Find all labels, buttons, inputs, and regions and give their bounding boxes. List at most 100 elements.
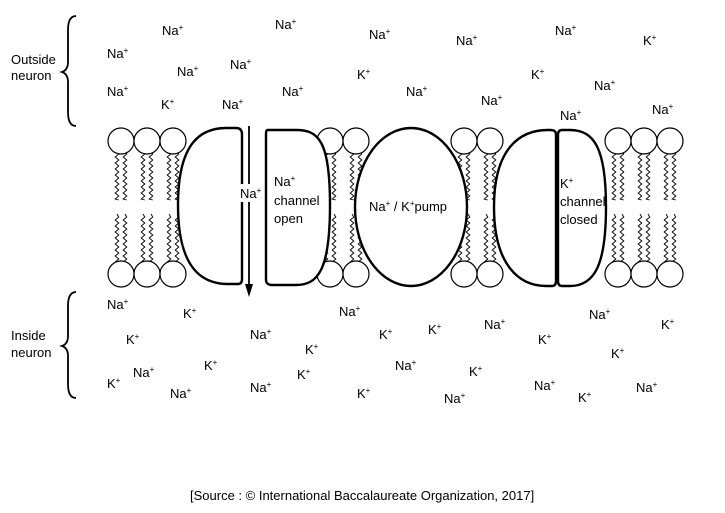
lipid-tail (663, 150, 669, 201)
potassium-ion-label: K+ (469, 364, 483, 379)
sodium-ion-label: Na+ (395, 358, 417, 373)
sodium-ion-label: Na+ (560, 108, 582, 123)
potassium-ion-label: K+ (578, 390, 592, 405)
k-channel-label: K+ (560, 176, 574, 191)
lipid-tail (611, 213, 617, 265)
lipid-tail (166, 213, 172, 265)
potassium-ion-label: K+ (297, 367, 311, 382)
potassium-ion-label: K+ (661, 317, 675, 332)
potassium-ion-label: K+ (643, 33, 657, 48)
inside-brace (59, 291, 77, 399)
lipid-tail (645, 213, 651, 265)
sodium-ion-label: Na+ (589, 307, 611, 322)
k-channel-right-protein (556, 128, 608, 288)
k-channel-label-line2: channel (560, 194, 606, 209)
inside-ions: Na+K+ Na+ Na+K+Na+K+K+Na+K+ K+K+ K+K+ Na+Na+ K… (107, 297, 675, 406)
sodium-ion-label: Na+ (406, 84, 428, 99)
sodium-ion-label: Na+ (555, 23, 577, 38)
arrow-label-backdrop (238, 184, 260, 202)
sodium-ion-label: Na+ (444, 391, 466, 406)
lipid-head (159, 260, 187, 288)
lipid-head (630, 127, 658, 155)
lipid-head (107, 127, 135, 155)
lipid-head (342, 127, 370, 155)
sodium-ion-label: Na+ (107, 84, 129, 99)
lipid-head (342, 260, 370, 288)
potassium-ion-label: K+ (204, 358, 218, 373)
sodium-ion-label: Na+ (275, 17, 297, 32)
potassium-ion-label: K+ (305, 342, 319, 357)
lipid-tail (331, 150, 337, 201)
sodium-ion-label: Na+ (222, 97, 244, 112)
lipid-head (604, 127, 632, 155)
inside-label-line1: Inside (11, 328, 46, 343)
lipid-head (476, 260, 504, 288)
lipid-head (656, 260, 684, 288)
sodium-ion-label: Na+ (481, 93, 503, 108)
potassium-ion-label: K+ (538, 332, 552, 347)
lipid-head (476, 127, 504, 155)
k-channel-label-line3: closed (560, 212, 598, 227)
na-channel-label: Na+ (274, 174, 296, 189)
potassium-ion-label: K+ (126, 332, 140, 347)
lipid-tail (671, 213, 677, 265)
lipid-tail (174, 150, 180, 201)
potassium-ion-label: K+ (357, 67, 371, 82)
sodium-ion-label: Na+ (162, 23, 184, 38)
sodium-ion-label: Na+ (534, 378, 556, 393)
sodium-ion-label: Na+ (107, 297, 129, 312)
na-channel-right-protein (264, 128, 332, 287)
sodium-ion-label: Na+ (594, 78, 616, 93)
lipid-tail (483, 213, 489, 265)
lipid-head (450, 127, 478, 155)
potassium-ion-label: K+ (183, 306, 197, 321)
lipid-tail (637, 150, 643, 201)
lipid-head (604, 260, 632, 288)
sodium-ion-label: Na+ (133, 365, 155, 380)
lipid-tail (663, 213, 669, 265)
outside-label-line2: neuron (11, 68, 51, 83)
lipid-tail (611, 150, 617, 201)
sodium-ion-label: Na+ (339, 304, 361, 319)
sodium-flow-arrow-icon (245, 126, 253, 297)
sodium-ion-label: Na+ (369, 27, 391, 42)
pump-label: Na+ / K+pump (369, 199, 447, 214)
lipid-tail (166, 150, 172, 201)
sodium-ion-label: Na+ (250, 327, 272, 342)
lipid-tail (148, 213, 154, 265)
potassium-ion-label: K+ (161, 97, 175, 112)
lipid-tail (114, 150, 120, 201)
lipid-head (107, 260, 135, 288)
outside-label-line1: Outside (11, 52, 56, 67)
na-channel-label-line3: open (274, 211, 303, 226)
lipid-tail (645, 150, 651, 201)
lipid-tail (140, 150, 146, 201)
sodium-potassium-pump-protein (353, 126, 469, 288)
inside-label-line2: neuron (11, 345, 51, 360)
lipid-tail (619, 150, 625, 201)
lipid-head (133, 127, 161, 155)
lipid-head (656, 127, 684, 155)
sodium-ion-label: Na+ (230, 57, 252, 72)
potassium-ion-label: K+ (107, 376, 121, 391)
source-caption: [Source : © International Baccalaureate … (190, 488, 534, 503)
outside-ions: Na+ Na+ Na+ Na+ Na+ K+ Na+ Na+ Na+ K+ K+ Na+ Na+ K+ Na… (107, 17, 674, 123)
na-channel-left-protein (176, 126, 244, 286)
outside-brace (59, 15, 77, 127)
potassium-ion-label: K+ (379, 327, 393, 342)
lipid-head (133, 260, 161, 288)
lipid-tail (331, 213, 337, 265)
lipid-tail (637, 213, 643, 265)
lipid-tail (114, 213, 120, 265)
k-channel-left-protein (492, 128, 558, 288)
sodium-ion-label: Na+ (107, 46, 129, 61)
lipid-head (159, 127, 187, 155)
sodium-ion-label: Na+ (484, 317, 506, 332)
lipid-tail (122, 150, 128, 201)
lipid-tail (491, 150, 497, 201)
sodium-ion-label: Na+ (282, 84, 304, 99)
potassium-ion-label: K+ (357, 386, 371, 401)
sodium-ion-label: Na+ (636, 380, 658, 395)
sodium-ion-label: Na+ (250, 380, 272, 395)
